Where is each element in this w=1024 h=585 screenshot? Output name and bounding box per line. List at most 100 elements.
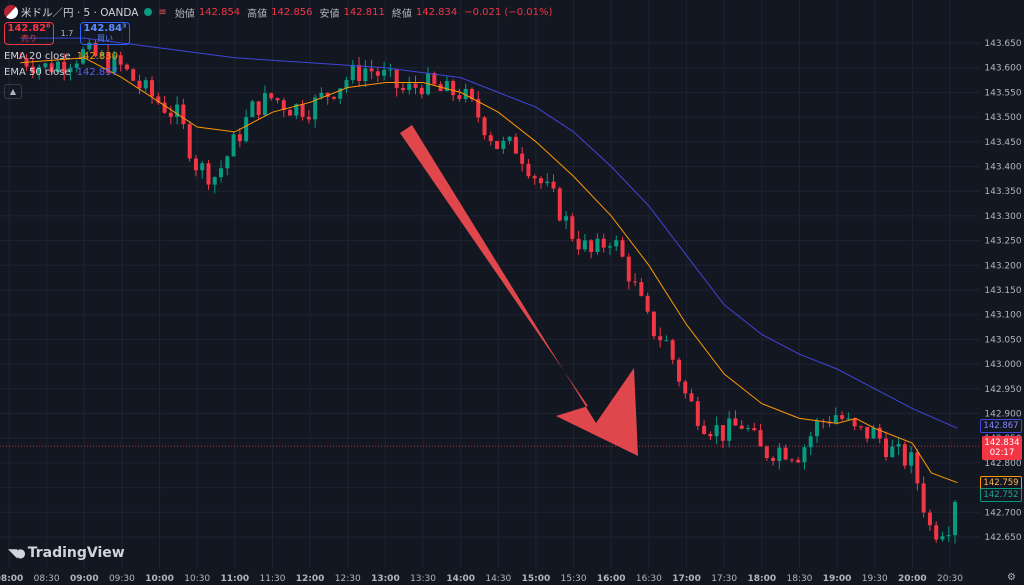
candle-body [934,525,939,540]
x-tick-label: 08:00 [0,574,23,584]
candle-body [212,177,217,185]
y-tick-label: 142.700 [984,508,1021,518]
candle-body [915,452,920,484]
open-value: 142.854 [198,6,241,18]
candle-body [413,83,418,88]
candle-body [796,459,801,463]
candle-body [99,53,104,57]
indicator-name: EMA 50 close [4,67,71,78]
candle-body [187,124,192,159]
candle-body [953,502,958,536]
y-tick-label: 142.650 [984,533,1021,543]
candle-body [237,134,242,142]
candle-body [400,87,405,91]
candle-body [902,444,907,466]
candle-body [501,140,506,149]
candle-body [275,98,280,101]
gear-icon[interactable]: ⚙ [1007,572,1016,583]
change-value: −0.021 (−0.01%) [464,6,553,18]
candle-body [789,459,794,461]
x-tick-label: 14:00 [446,574,475,584]
candle-body [670,340,675,360]
sell-button[interactable]: 142.82⁶ 売り [4,22,54,45]
candle-body [294,104,299,116]
x-tick-label: 08:30 [34,574,60,584]
candle-body [865,426,870,439]
indicator-name: EMA 20 close [4,51,71,62]
candle-body [319,92,324,98]
x-tick-label: 20:00 [898,574,927,584]
x-tick-label: 18:00 [747,574,776,584]
candle-body [143,80,148,89]
candle-body [300,104,305,117]
candle-body [131,69,136,81]
candle-body [921,483,926,513]
x-tick-label: 20:30 [937,574,963,584]
candle-body [877,427,882,439]
candle-body [68,67,73,72]
close-value: 142.834 [415,6,458,18]
chevron-up-icon[interactable]: ▲ [4,84,22,99]
ema-20-line [20,57,958,484]
buy-label: 買い [97,33,113,43]
candle-body [639,282,644,296]
candle-body [18,57,23,59]
trade-panel: 142.82⁶ 売り 1.7 142.84³ 買い [4,22,130,45]
candle-body [708,433,713,437]
market-status-icon[interactable] [144,8,153,16]
x-tick-label: 15:30 [561,574,587,584]
candle-body [175,104,180,117]
candle-body [30,66,35,73]
x-tick-label: 13:30 [410,574,436,584]
spread-value: 1.7 [60,29,74,38]
tradingview-logo[interactable]: ◥● TradingView [8,545,125,561]
candle-body [137,80,142,89]
candle-body [714,425,719,437]
candle-body [382,69,387,76]
indicator-ema-50[interactable]: EMA 50 close 142.857 [4,67,118,78]
candle-body [927,512,932,526]
low-label: 安値 [319,8,340,20]
candle-body [570,216,575,239]
y-tick-label: 143.100 [984,311,1021,321]
candle-body [607,246,612,248]
ema-50-line [20,37,958,429]
candle-body [432,73,437,85]
candle-body [81,49,86,64]
candle-body [752,428,757,431]
candle-body [614,240,619,247]
candle-body [375,71,380,76]
current-price-tag: 142.834 02:17 [982,436,1022,460]
bar-countdown: 02:17 [989,448,1015,458]
y-tick-label: 143.500 [984,113,1021,123]
equals-icon[interactable]: ≡ [158,6,167,18]
price-axis[interactable]: 143.650 143.600 143.550 143.500 143.450 143.4… [984,39,1021,543]
candle-body [557,188,562,221]
indicator-value: 142.857 [76,67,118,78]
x-tick-label: 18:30 [786,574,812,584]
candle-body [745,428,750,430]
candle-body [444,81,449,92]
candle-body [419,87,424,95]
candle-body [49,63,54,73]
legend-header: 米ドル／円 · 5 · OANDA ≡ 始値 142.854 高値 142.85… [4,4,555,20]
low-value: 142.811 [343,6,385,18]
symbol-title[interactable]: 米ドル／円 · 5 · OANDA [4,5,138,20]
time-axis[interactable]: 08:00 08:30 09:00 09:30 10:00 10:30 11:00 11:30… [0,574,963,584]
x-tick-label: 10:30 [184,574,210,584]
indicator-ema-20[interactable]: EMA 20 close 142.830 [4,51,118,62]
x-tick-label: 17:30 [711,574,737,584]
y-tick-label: 142.800 [984,459,1021,469]
buy-button[interactable]: 142.84³ 買い [80,22,130,45]
logo-text: TradingView [27,545,125,561]
symbol-label: 米ドル／円 · 5 · OANDA [21,6,139,19]
candle-body [676,359,681,382]
candle-body [488,135,493,142]
candle-body [338,88,343,99]
candle-body [896,444,901,447]
x-tick-label: 12:30 [335,574,361,584]
candle-body [394,69,399,88]
candle-body [219,168,224,178]
candle-body [620,240,625,257]
